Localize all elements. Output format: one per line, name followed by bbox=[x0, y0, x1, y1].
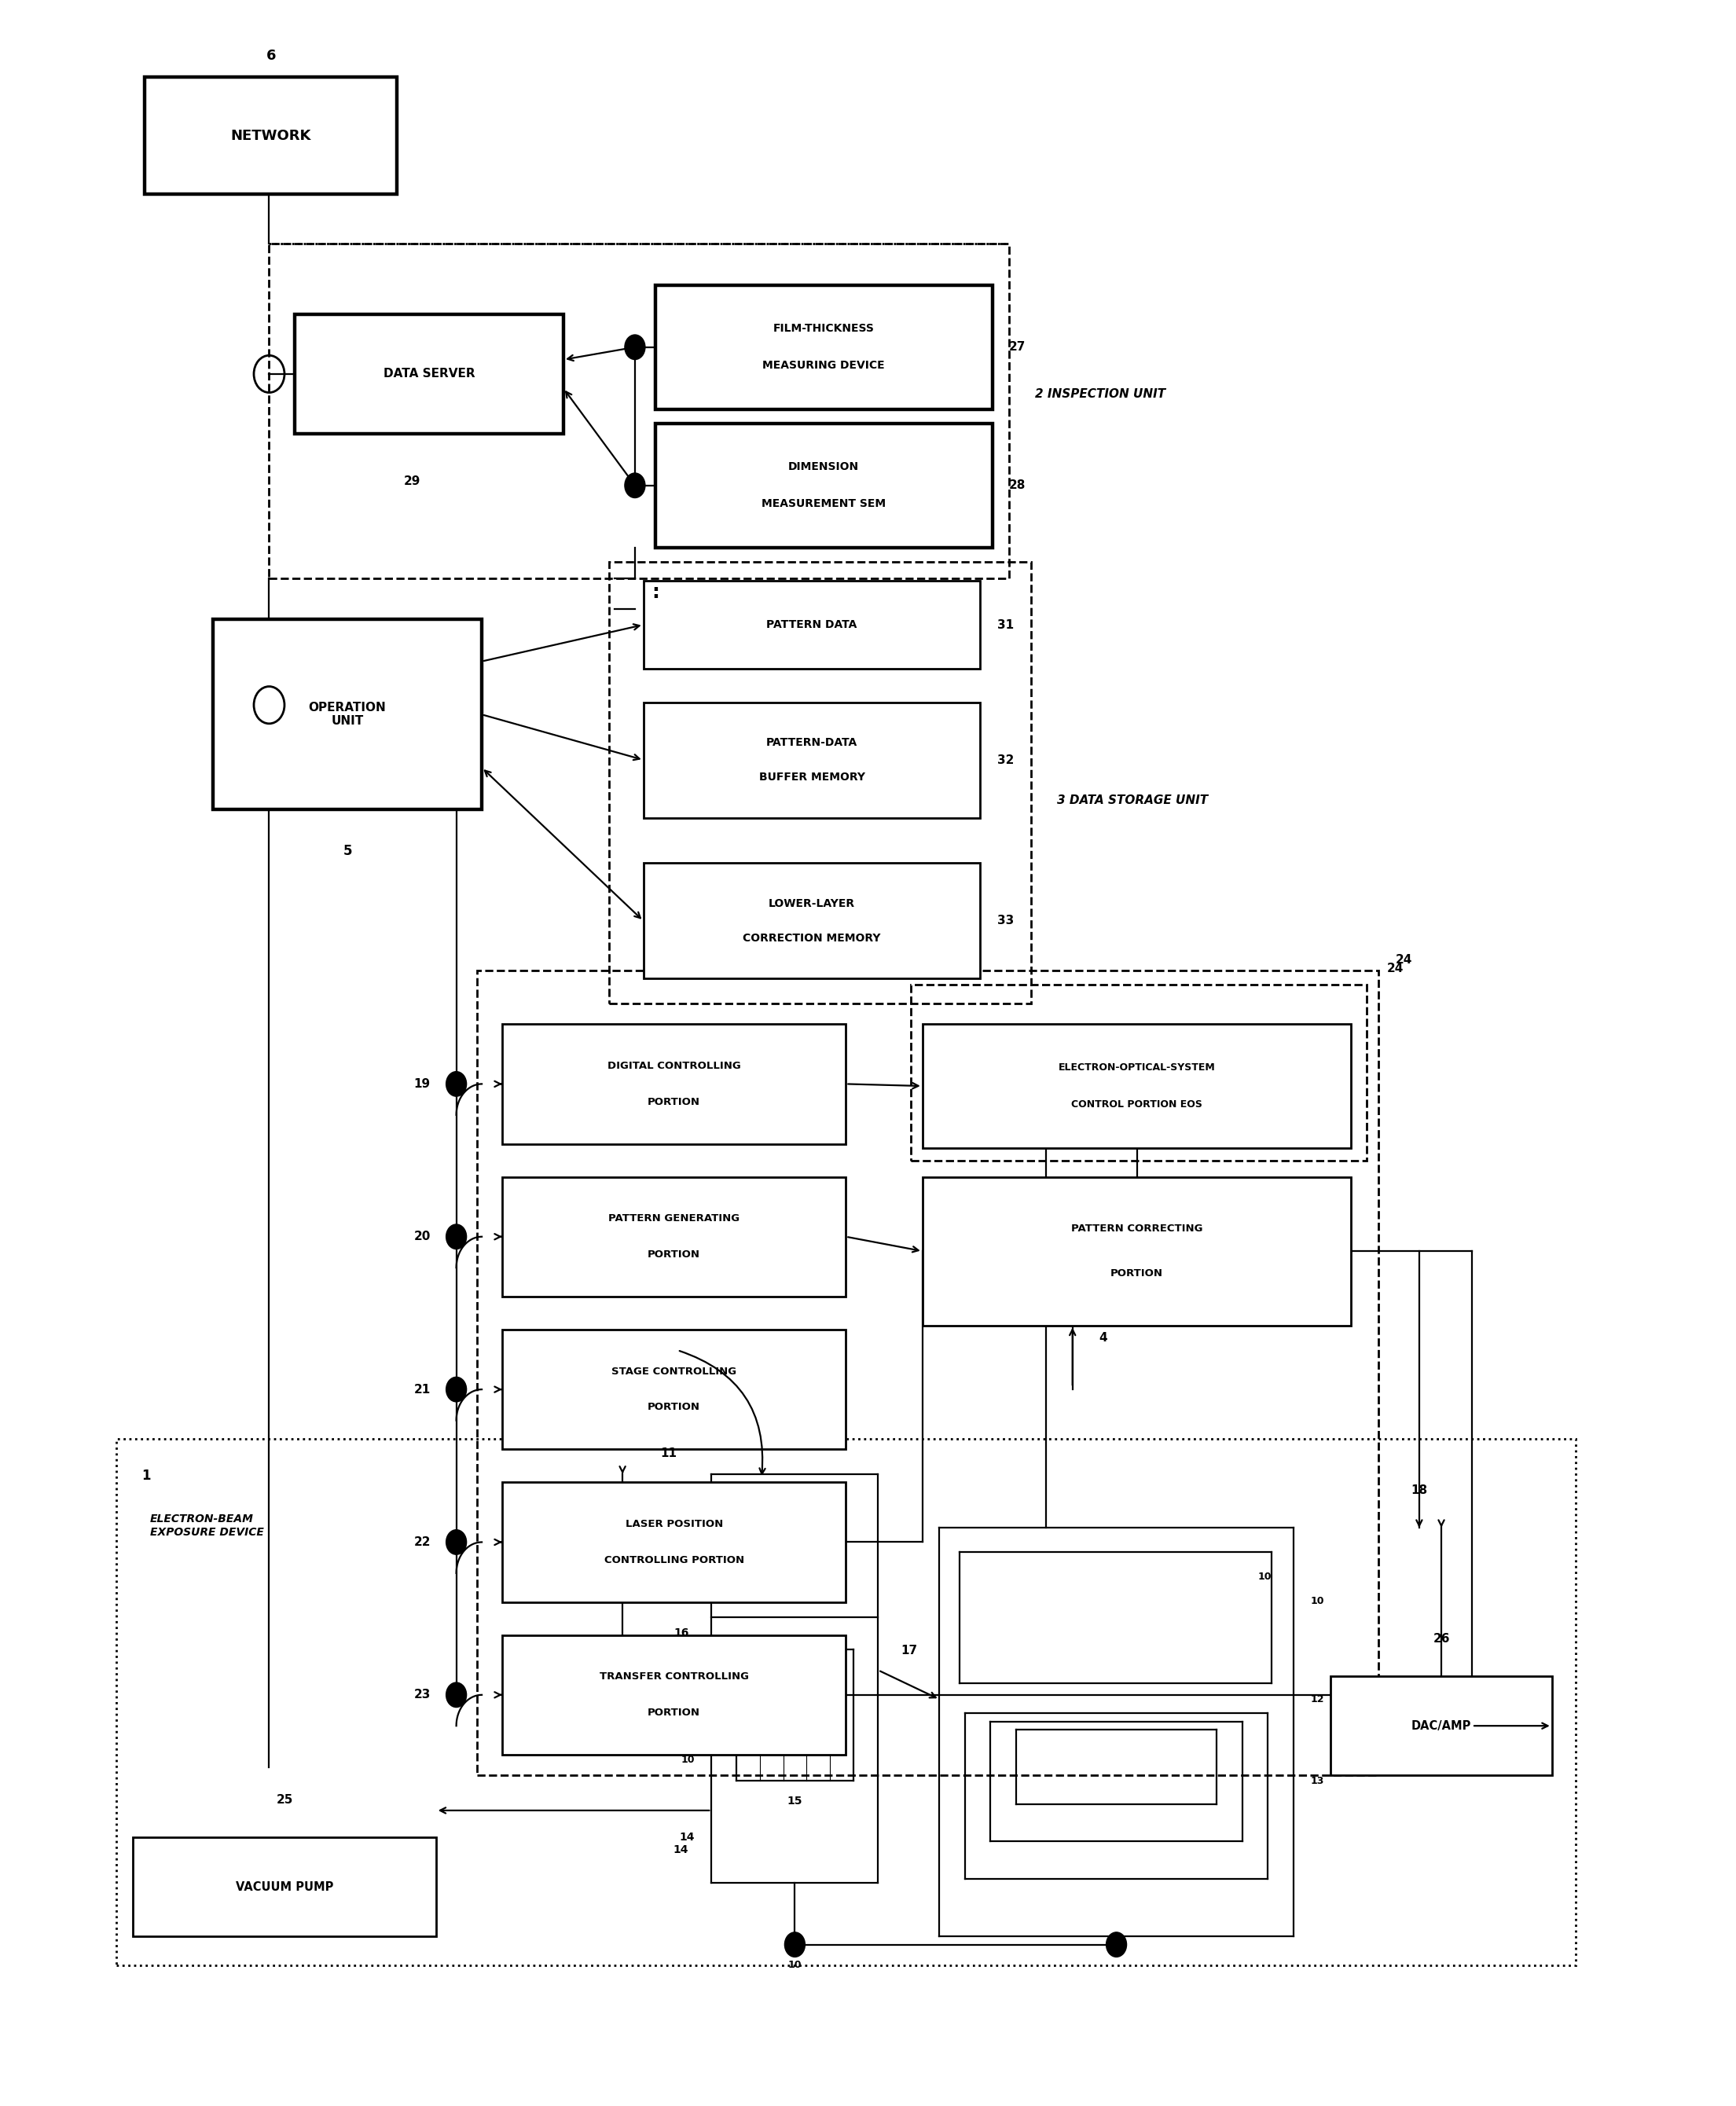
Text: 20: 20 bbox=[413, 1230, 431, 1243]
Circle shape bbox=[446, 1224, 467, 1249]
Text: OPERATION
UNIT: OPERATION UNIT bbox=[309, 701, 385, 727]
Text: 12: 12 bbox=[1311, 1693, 1325, 1704]
Text: LASER POSITION: LASER POSITION bbox=[625, 1518, 722, 1529]
Text: 24: 24 bbox=[1396, 954, 1411, 967]
Circle shape bbox=[446, 1683, 467, 1708]
Text: PORTION: PORTION bbox=[1111, 1268, 1163, 1278]
Text: :: : bbox=[651, 583, 660, 602]
Text: 1: 1 bbox=[142, 1470, 151, 1483]
Text: 17: 17 bbox=[901, 1645, 917, 1655]
Text: CONTROL PORTION EOS: CONTROL PORTION EOS bbox=[1071, 1099, 1203, 1110]
Bar bbox=[502, 1634, 845, 1754]
Bar bbox=[1332, 1676, 1552, 1775]
Text: PATTERN CORRECTING: PATTERN CORRECTING bbox=[1071, 1224, 1203, 1234]
Text: 24: 24 bbox=[1387, 962, 1404, 975]
Bar bbox=[295, 314, 564, 434]
Text: DATA SERVER: DATA SERVER bbox=[384, 369, 476, 379]
Text: 2 INSPECTION UNIT: 2 INSPECTION UNIT bbox=[1035, 388, 1165, 400]
Text: 33: 33 bbox=[996, 914, 1014, 927]
Text: CORRECTION MEMORY: CORRECTION MEMORY bbox=[743, 933, 880, 943]
Text: 10: 10 bbox=[681, 1754, 694, 1765]
Text: DIMENSION: DIMENSION bbox=[788, 461, 859, 472]
Text: 15: 15 bbox=[786, 1796, 802, 1807]
Bar bbox=[144, 76, 398, 194]
Bar bbox=[502, 1483, 845, 1603]
Bar bbox=[502, 1024, 845, 1144]
Circle shape bbox=[625, 335, 646, 360]
Text: PORTION: PORTION bbox=[648, 1403, 700, 1413]
Text: PATTERN DATA: PATTERN DATA bbox=[767, 619, 858, 630]
Bar bbox=[609, 562, 1031, 1002]
Text: NETWORK: NETWORK bbox=[231, 128, 311, 143]
Text: 16: 16 bbox=[674, 1628, 689, 1638]
Text: 10: 10 bbox=[1311, 1596, 1325, 1607]
Text: 4: 4 bbox=[1099, 1331, 1108, 1344]
Bar bbox=[116, 1438, 1576, 1965]
Bar bbox=[134, 1836, 436, 1935]
Text: LOWER-LAYER: LOWER-LAYER bbox=[769, 897, 856, 910]
Text: 23: 23 bbox=[413, 1689, 431, 1702]
Text: 5: 5 bbox=[344, 845, 352, 857]
Bar bbox=[910, 986, 1366, 1160]
Text: 22: 22 bbox=[413, 1535, 431, 1548]
Text: 25: 25 bbox=[276, 1794, 293, 1807]
Circle shape bbox=[446, 1529, 467, 1554]
Bar bbox=[269, 244, 1009, 579]
Bar bbox=[922, 1177, 1351, 1325]
Text: PORTION: PORTION bbox=[648, 1708, 700, 1718]
Text: PATTERN-DATA: PATTERN-DATA bbox=[766, 737, 858, 748]
Bar bbox=[922, 1024, 1351, 1148]
Text: PORTION: PORTION bbox=[648, 1249, 700, 1259]
Text: 3 DATA STORAGE UNIT: 3 DATA STORAGE UNIT bbox=[1057, 794, 1208, 807]
Bar bbox=[502, 1329, 845, 1449]
Text: 13: 13 bbox=[1311, 1775, 1325, 1786]
Bar bbox=[654, 284, 993, 409]
Bar bbox=[477, 971, 1378, 1775]
Bar bbox=[644, 863, 981, 979]
Bar bbox=[214, 619, 483, 809]
Circle shape bbox=[1106, 1931, 1127, 1956]
Circle shape bbox=[446, 1377, 467, 1403]
Text: 19: 19 bbox=[413, 1078, 431, 1089]
Text: 32: 32 bbox=[996, 754, 1014, 767]
Text: 18: 18 bbox=[1411, 1485, 1427, 1497]
Text: 27: 27 bbox=[1009, 341, 1026, 354]
Text: 31: 31 bbox=[996, 619, 1014, 630]
Text: 21: 21 bbox=[413, 1384, 431, 1396]
Text: 26: 26 bbox=[1432, 1634, 1450, 1645]
Text: STAGE CONTROLLING: STAGE CONTROLLING bbox=[611, 1367, 736, 1377]
Circle shape bbox=[625, 474, 646, 497]
Circle shape bbox=[446, 1072, 467, 1097]
Text: ELECTRON-BEAM
EXPOSURE DEVICE: ELECTRON-BEAM EXPOSURE DEVICE bbox=[149, 1514, 264, 1537]
Text: 29: 29 bbox=[404, 476, 420, 486]
Text: 6: 6 bbox=[266, 48, 276, 63]
Text: BUFFER MEMORY: BUFFER MEMORY bbox=[759, 771, 865, 783]
Text: MEASUREMENT SEM: MEASUREMENT SEM bbox=[762, 499, 885, 510]
Text: CONTROLLING PORTION: CONTROLLING PORTION bbox=[604, 1554, 745, 1565]
Bar bbox=[502, 1177, 845, 1297]
Bar bbox=[644, 581, 981, 670]
Text: 11: 11 bbox=[661, 1447, 677, 1459]
Text: 28: 28 bbox=[1009, 480, 1026, 491]
Text: PORTION: PORTION bbox=[648, 1097, 700, 1108]
Text: PATTERN GENERATING: PATTERN GENERATING bbox=[608, 1213, 740, 1224]
Text: TRANSFER CONTROLLING: TRANSFER CONTROLLING bbox=[599, 1672, 748, 1683]
Circle shape bbox=[785, 1931, 806, 1956]
Text: 10: 10 bbox=[1259, 1571, 1272, 1582]
Bar bbox=[644, 701, 981, 817]
Text: ELECTRON-OPTICAL-SYSTEM: ELECTRON-OPTICAL-SYSTEM bbox=[1059, 1061, 1215, 1072]
Text: 14: 14 bbox=[679, 1832, 694, 1843]
Text: MEASURING DEVICE: MEASURING DEVICE bbox=[762, 360, 885, 371]
Text: VACUUM PUMP: VACUUM PUMP bbox=[236, 1881, 333, 1893]
Text: 14: 14 bbox=[674, 1845, 689, 1855]
Text: DAC/AMP: DAC/AMP bbox=[1411, 1721, 1472, 1731]
Text: 10: 10 bbox=[788, 1961, 802, 1971]
Text: FILM-THICKNESS: FILM-THICKNESS bbox=[773, 322, 875, 335]
Text: DIGITAL CONTROLLING: DIGITAL CONTROLLING bbox=[608, 1061, 741, 1072]
Bar bbox=[654, 423, 993, 548]
